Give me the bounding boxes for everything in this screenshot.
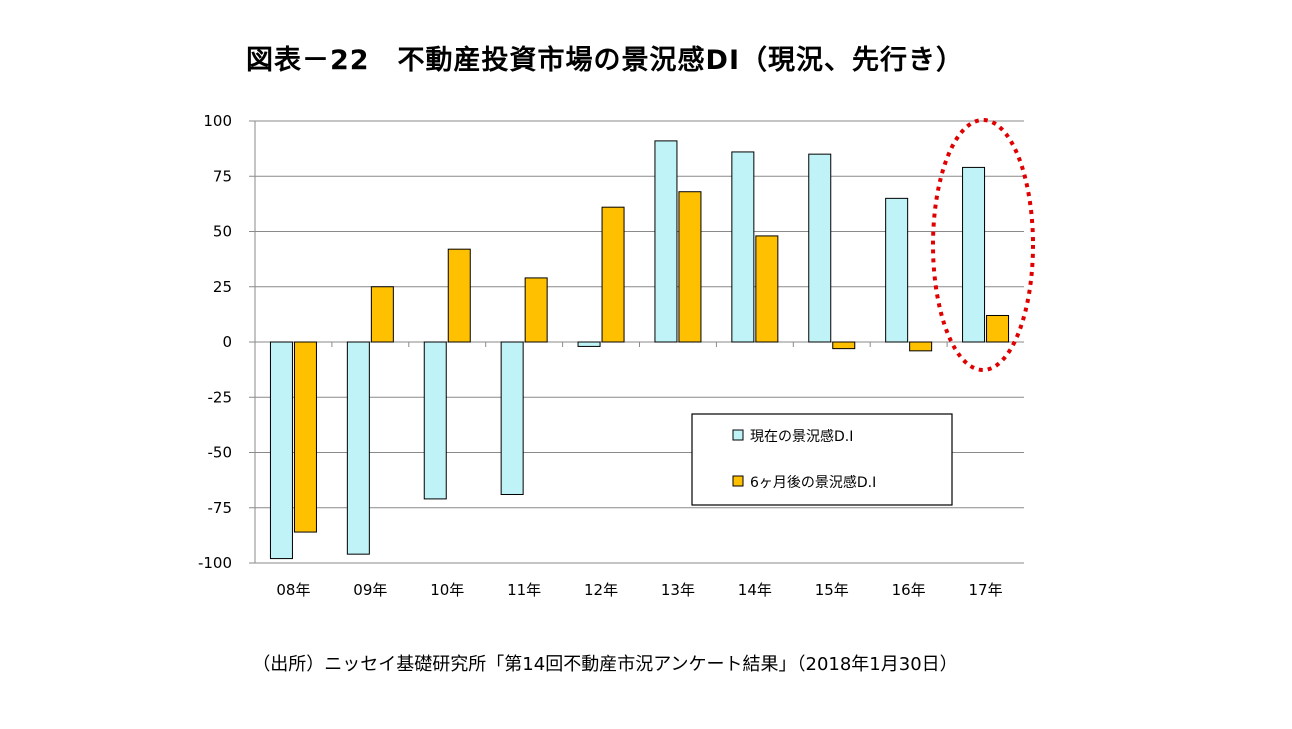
legend-label-current: 現在の景況感D.I [750,428,853,445]
legend-box [691,413,953,506]
x-tick-label: 14年 [738,581,772,599]
legend-swatch-future [732,475,744,487]
bar-current-0 [269,341,293,560]
x-tick-label: 16年 [892,581,926,599]
bar-future-4 [601,206,625,343]
highlight-ellipse [931,118,1035,372]
bar-future-2 [447,248,471,343]
source-note: （出所）ニッセイ基礎研究所「第14回不動産市況アンケート結果」（2018年1月3… [252,654,958,675]
y-tick-labels: 100 75 50 25 0 -25 -50 -75 -100 [198,112,232,572]
bar-future-7 [832,341,856,350]
x-tick-label: 11年 [507,581,541,599]
bar-future-9 [986,314,1010,343]
legend-label-future: 6ヶ月後の景況感D.I [750,474,876,491]
x-tick-label: 13年 [661,581,695,599]
bar-future-8 [909,341,933,352]
bar-future-0 [293,341,317,533]
bar-current-6 [731,151,755,343]
x-tick-label: 17年 [969,581,1003,599]
bar-current-2 [423,341,447,500]
y-tick-label: 100 [203,112,232,130]
y-tick-label: 50 [213,223,232,241]
y-tick-label: 75 [213,167,232,185]
y-tick-label: -75 [208,499,233,517]
y-tick-label: -25 [208,388,233,406]
y-tick-label: 0 [222,333,232,351]
bar-current-5 [654,140,678,343]
bar-future-3 [524,277,548,343]
bar-current-8 [885,197,909,343]
bar-current-9 [962,166,986,343]
legend: 現在の景況感D.I 6ヶ月後の景況感D.I [691,413,953,506]
x-tick-label: 10年 [430,581,464,599]
x-tick-label: 12年 [584,581,618,599]
bar-future-5 [678,191,702,343]
x-tick-label: 09年 [353,581,387,599]
bar-future-1 [370,286,394,343]
x-tick-labels: 08年 09年 10年 11年 12年 13年 14年 15年 16年 17年 [276,581,1002,599]
bar-future-6 [755,235,779,343]
chart-title: 図表－22 不動産投資市場の景況感DI（現況、先行き） [245,45,965,76]
bars [269,140,1010,560]
y-tick-label: -100 [198,554,232,572]
bar-current-1 [346,341,370,555]
bar-current-3 [500,341,524,495]
y-tick-label: 25 [213,278,232,296]
bar-current-4 [577,341,601,347]
x-tick-label: 08年 [276,581,310,599]
bar-current-7 [808,153,832,343]
x-tick-label: 15年 [815,581,849,599]
y-tick-label: -50 [208,444,233,462]
legend-swatch-current [732,429,744,441]
